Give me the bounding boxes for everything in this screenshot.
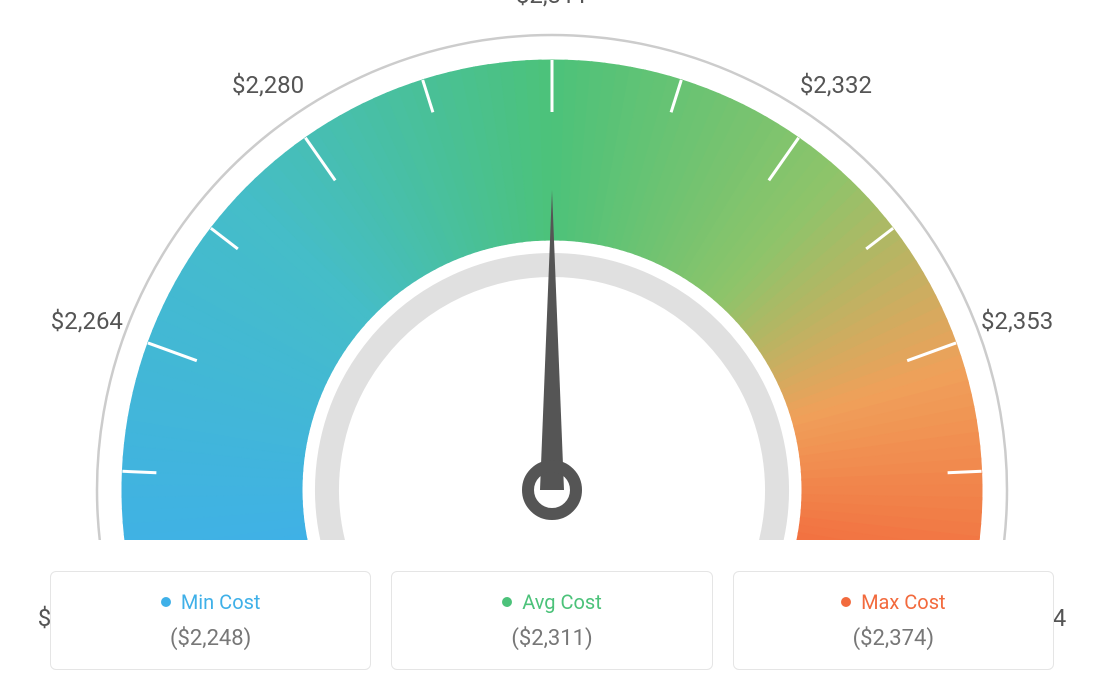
cost-gauge: $2,248$2,264$2,280$2,311$2,332$2,353$2,3…	[0, 0, 1104, 540]
min-value: ($2,248)	[71, 626, 350, 651]
legend-row: Min Cost ($2,248) Avg Cost ($2,311) Max …	[50, 571, 1054, 670]
gauge-tick-label: $2,353	[981, 307, 1053, 335]
min-title-text: Min Cost	[181, 590, 261, 614]
max-value: ($2,374)	[754, 626, 1033, 651]
legend-card-max: Max Cost ($2,374)	[733, 571, 1054, 670]
min-dot-icon	[161, 597, 171, 607]
avg-value: ($2,311)	[412, 626, 691, 651]
gauge-tick-label: $2,264	[51, 307, 123, 335]
legend-card-min: Min Cost ($2,248)	[50, 571, 371, 670]
legend-title-max: Max Cost	[754, 590, 1033, 614]
gauge-tick-label: $2,311	[516, 0, 588, 9]
gauge-tick-label: $2,280	[232, 71, 304, 99]
legend-card-avg: Avg Cost ($2,311)	[391, 571, 712, 670]
legend-title-min: Min Cost	[71, 590, 350, 614]
max-dot-icon	[841, 597, 851, 607]
gauge-svg	[0, 0, 1104, 540]
gauge-tick-label: $2,332	[800, 71, 872, 99]
avg-dot-icon	[502, 597, 512, 607]
legend-title-avg: Avg Cost	[412, 590, 691, 614]
max-title-text: Max Cost	[861, 590, 946, 614]
avg-title-text: Avg Cost	[522, 590, 602, 614]
